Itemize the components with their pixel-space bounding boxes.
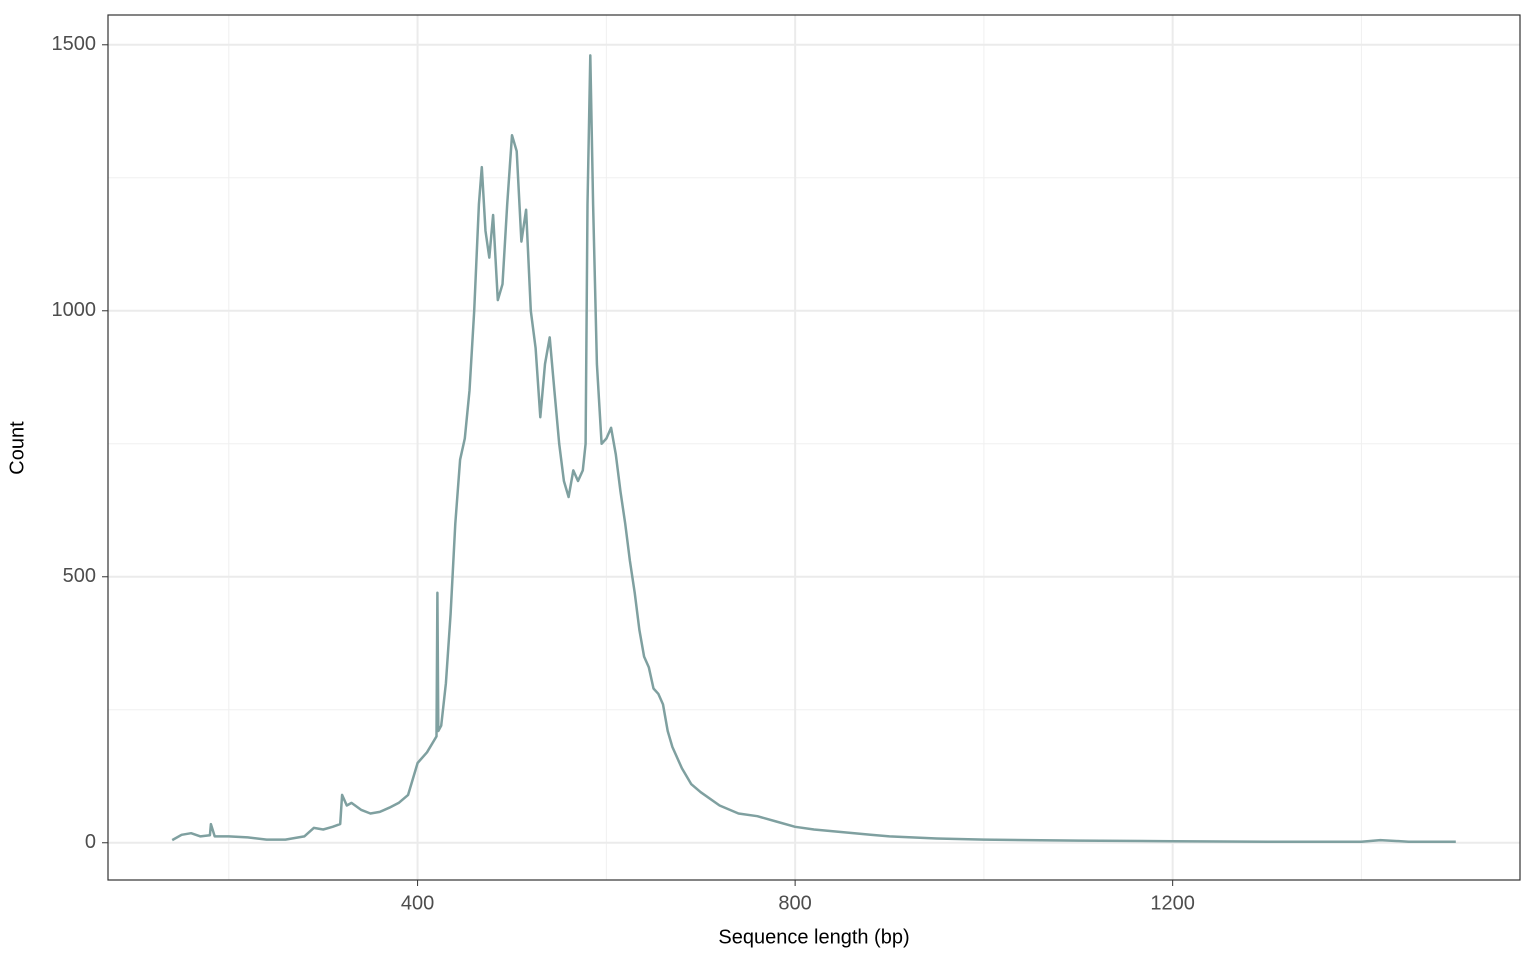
y-tick-label: 0 — [85, 831, 96, 853]
y-tick-label: 1000 — [52, 299, 97, 321]
x-tick-label: 1200 — [1150, 892, 1195, 914]
x-axis-title: Sequence length (bp) — [718, 926, 909, 948]
y-tick-label: 1500 — [52, 33, 97, 55]
x-tick-label: 400 — [401, 892, 434, 914]
x-tick-label: 800 — [778, 892, 811, 914]
data-line — [171, 54, 1456, 843]
y-axis-title: Count — [6, 421, 28, 475]
panel-border — [107, 14, 1521, 881]
y-tick-label: 500 — [63, 565, 96, 587]
